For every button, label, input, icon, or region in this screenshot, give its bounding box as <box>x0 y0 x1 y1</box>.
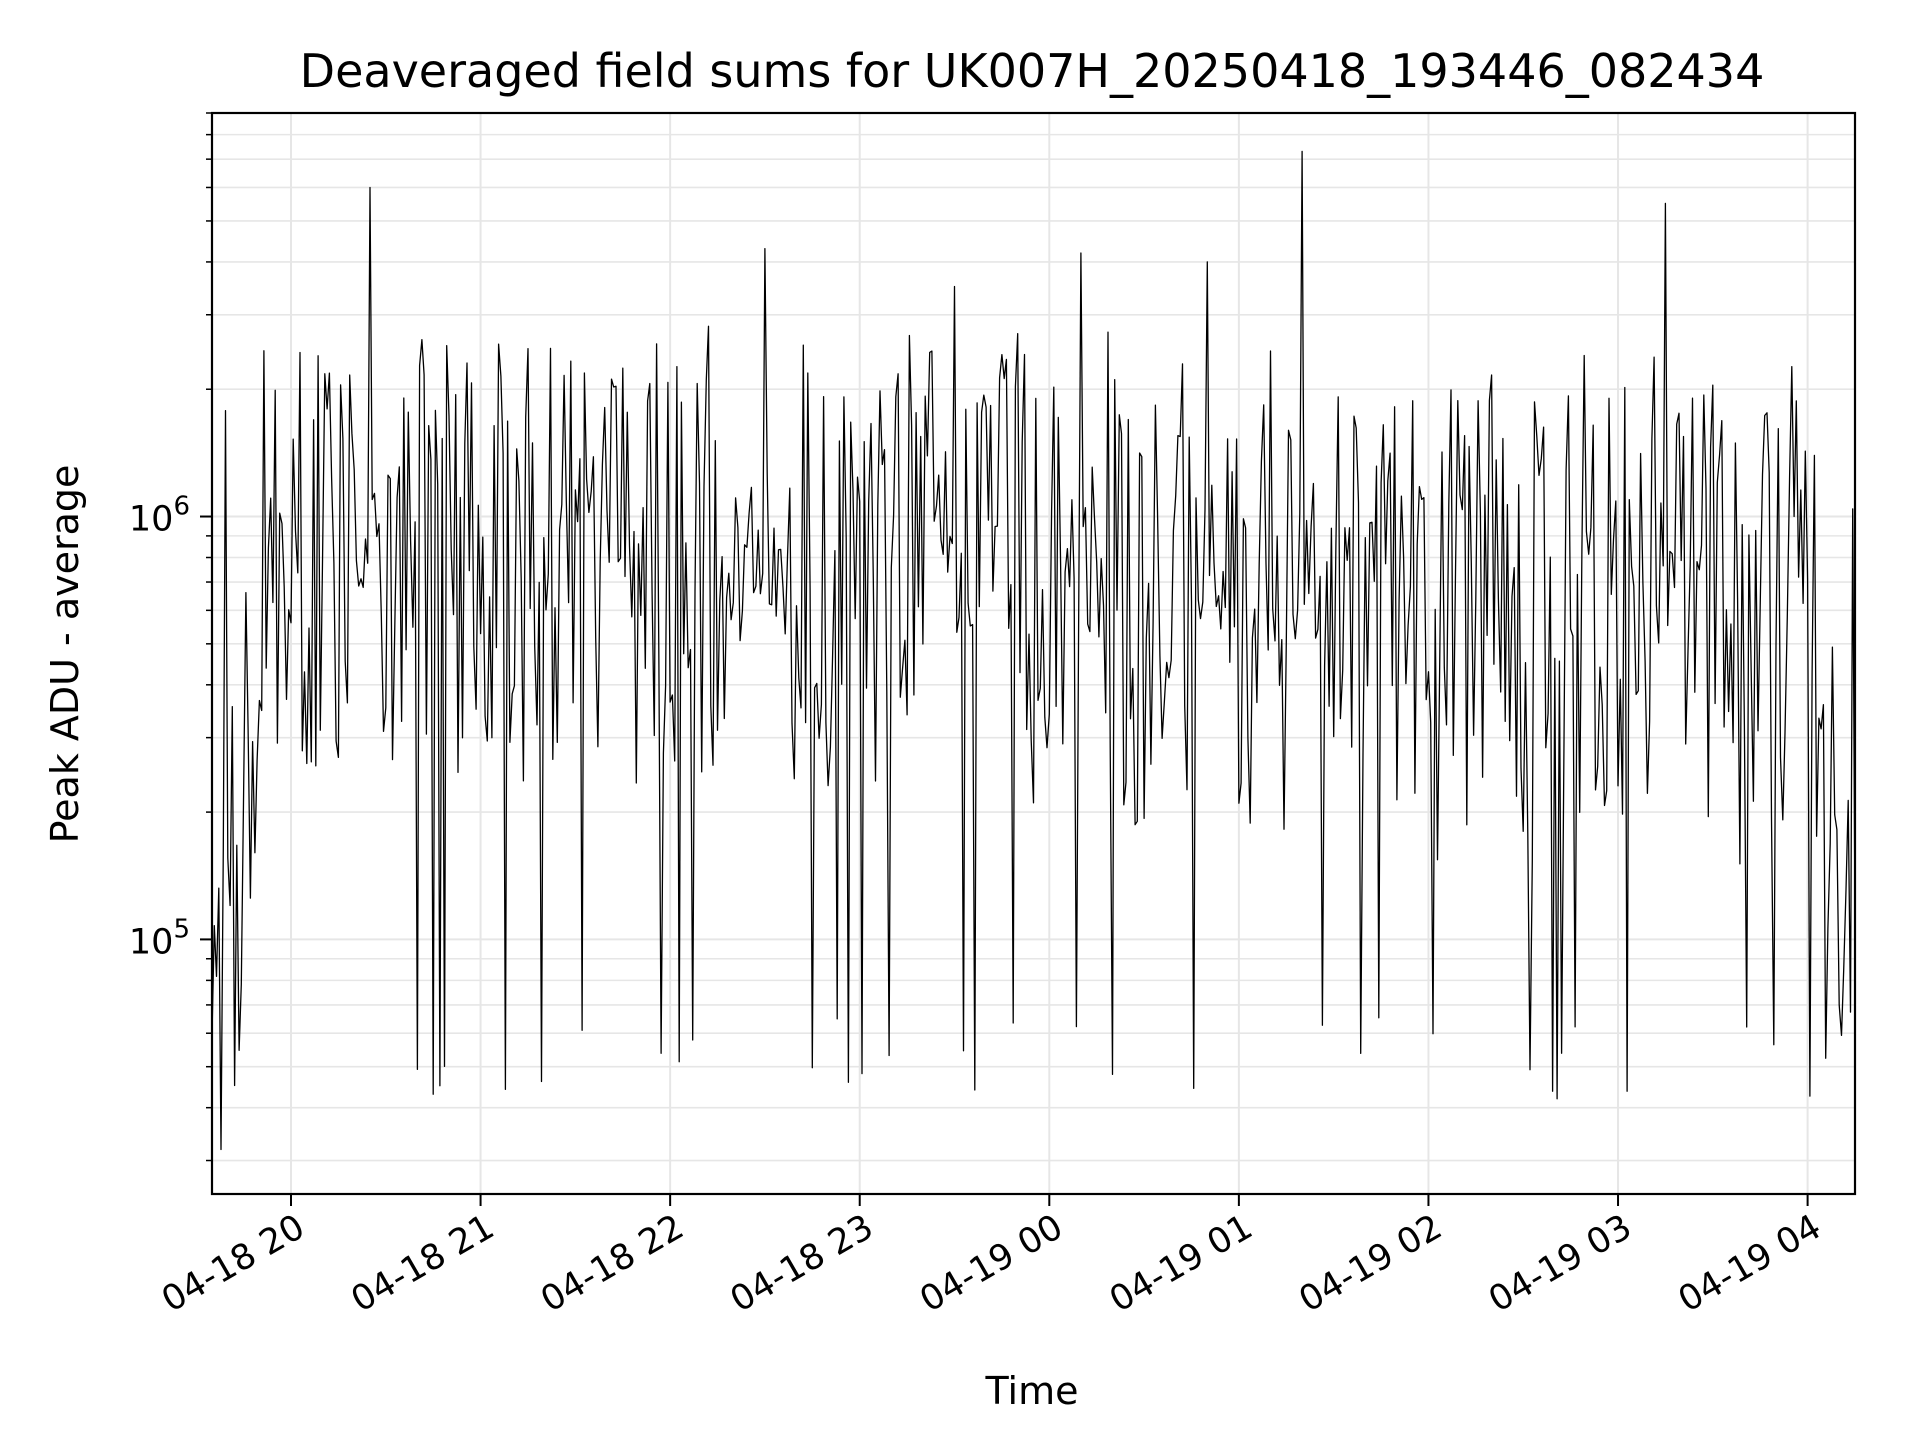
x-tick-label: 04-18 21 <box>345 1207 501 1320</box>
x-tick-label: 04-18 20 <box>155 1207 311 1320</box>
x-tick-label: 04-18 23 <box>724 1207 880 1320</box>
y-tick-label: 105 <box>129 914 190 962</box>
x-tick-label: 04-19 01 <box>1103 1207 1259 1320</box>
x-tick-label: 04-18 22 <box>534 1207 690 1320</box>
x-axis-label: Time <box>985 1369 1079 1413</box>
data-layer <box>211 150 1856 1151</box>
x-tick-label: 04-19 04 <box>1672 1207 1828 1320</box>
chart-title: Deaveraged field sums for UK007H_2025041… <box>300 44 1765 98</box>
y-tick-label: 106 <box>129 492 190 540</box>
x-tick-label: 04-19 03 <box>1482 1207 1638 1320</box>
plot-frame <box>210 111 1857 1196</box>
x-tick-label: 04-19 02 <box>1293 1207 1449 1320</box>
series-line <box>211 150 1856 1151</box>
x-tick-label: 04-19 00 <box>914 1207 1070 1320</box>
y-axis-label: Peak ADU - average <box>43 465 87 844</box>
